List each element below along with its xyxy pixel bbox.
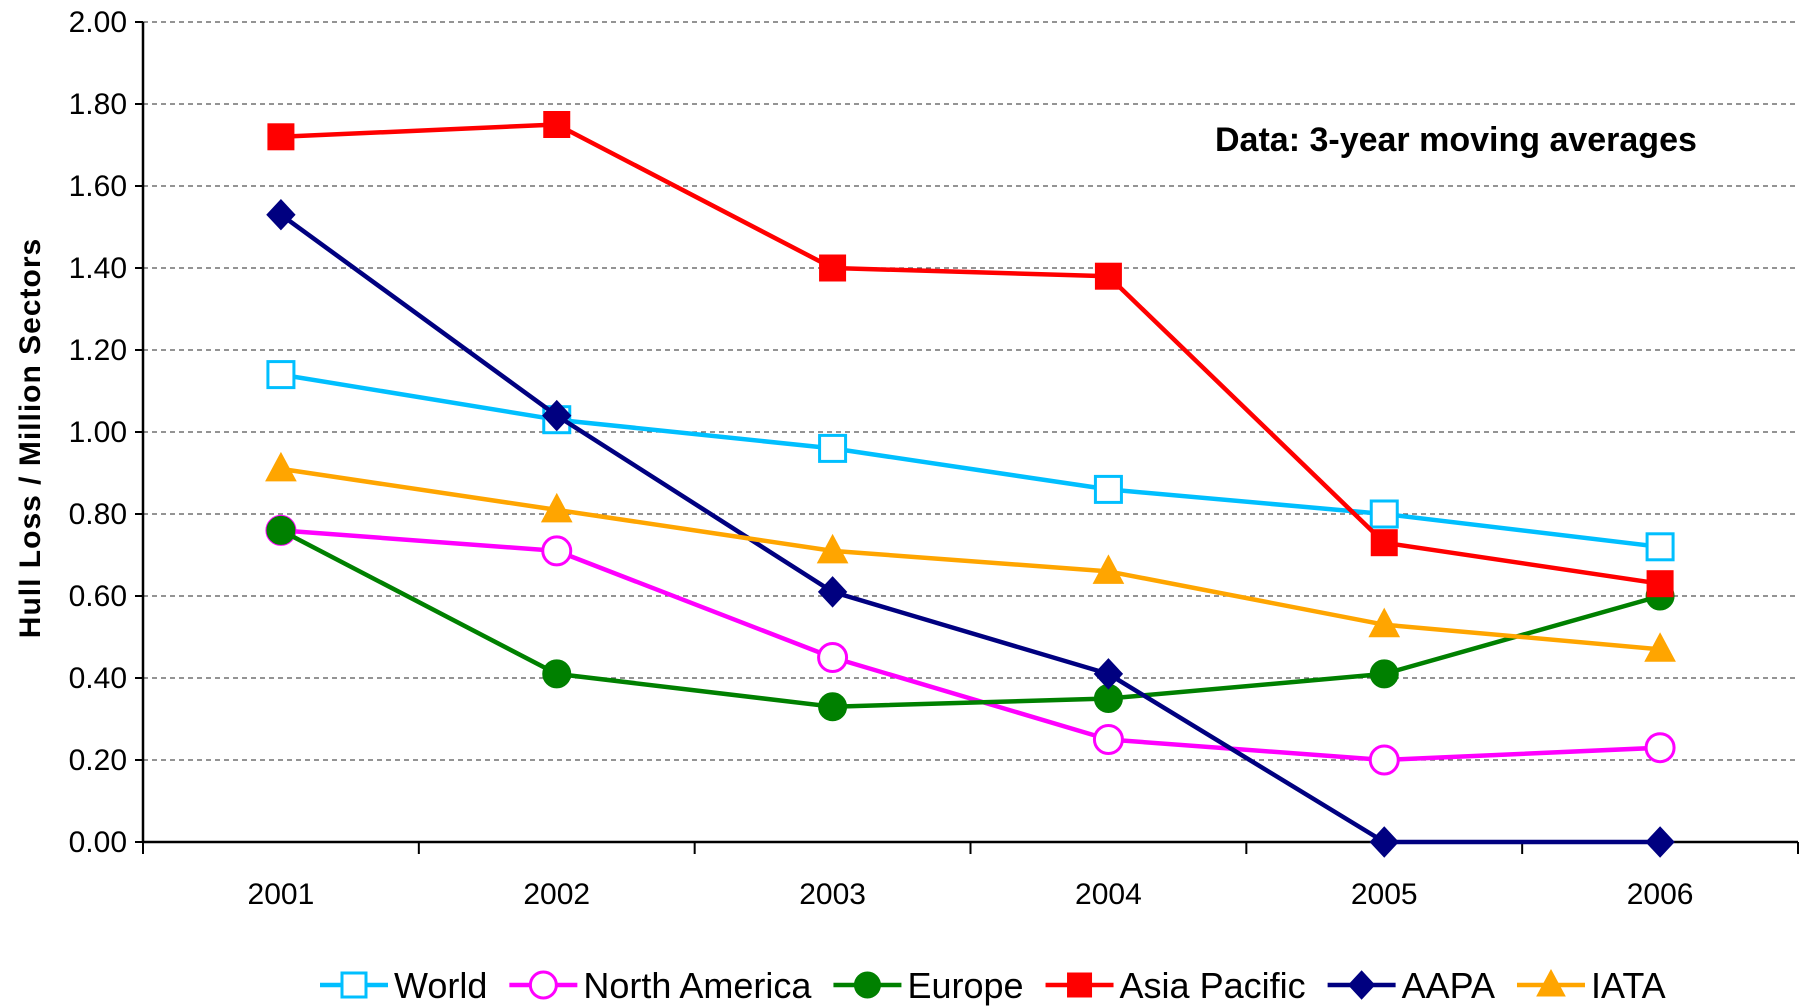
legend-label: Europe: [907, 965, 1023, 1006]
x-tick-label: 2005: [1351, 878, 1418, 911]
legend-label: North America: [583, 965, 812, 1006]
data-point-asia-pacific: [1646, 570, 1674, 598]
series-world: [266, 360, 1675, 562]
data-point-world: [818, 433, 848, 463]
data-point-aapa: [1093, 658, 1124, 690]
series-europe: [266, 515, 1675, 722]
x-tick-label: 2002: [523, 878, 590, 911]
data-point-iata: [1368, 607, 1401, 638]
legend-item-europe: Europe: [833, 965, 1024, 1006]
data-point-iata: [816, 533, 849, 564]
legend-item-asia-pacific: Asia Pacific: [1045, 965, 1306, 1006]
x-tick-label: 2006: [1627, 878, 1694, 911]
data-point-aapa: [266, 198, 296, 231]
x-tick-label: 2004: [1075, 878, 1142, 911]
data-point-aapa: [542, 399, 572, 432]
data-point-aapa: [817, 576, 848, 608]
y-tick-label: 1.00: [69, 416, 127, 449]
data-point-asia-pacific: [819, 254, 847, 282]
y-tick-label: 1.60: [69, 170, 127, 203]
data-point-north-america: [541, 535, 573, 567]
legend-label: IATA: [1591, 965, 1666, 1006]
chart-annotation: Data: 3-year moving averages: [1215, 121, 1697, 159]
data-point-iata: [265, 451, 297, 482]
data-point-world: [266, 360, 296, 390]
legend-marker: [1536, 968, 1566, 997]
series-line-aapa: [279, 212, 1661, 845]
legend-item-north-america: North America: [509, 965, 812, 1006]
data-point-iata: [1644, 632, 1676, 662]
data-point-europe: [266, 515, 296, 545]
data-point-asia-pacific: [267, 123, 295, 151]
legend-marker: [340, 971, 368, 999]
y-tick-label: 0.20: [69, 744, 127, 777]
y-tick-label: 0.40: [69, 662, 127, 695]
series-line-europe: [279, 528, 1661, 709]
legend-label: AAPA: [1402, 965, 1495, 1006]
series-iata: [265, 451, 1676, 662]
data-point-north-america: [1092, 724, 1124, 755]
legend: World North America Europe Asia Pacific AAPA…: [320, 965, 1666, 1006]
gridlines: [143, 21, 1798, 761]
series-asia-pacific: [267, 111, 1674, 598]
y-tick-label: 1.80: [69, 88, 127, 121]
data-point-north-america: [1368, 744, 1400, 776]
legend-label: World: [394, 965, 487, 1006]
series-lines: [265, 111, 1676, 858]
data-point-aapa: [1645, 826, 1675, 858]
y-tick-label: 1.40: [69, 252, 127, 285]
x-tick-label: 2003: [799, 878, 866, 911]
legend-marker: [1067, 972, 1093, 998]
data-point-aapa: [1369, 826, 1399, 858]
data-point-asia-pacific: [1094, 262, 1122, 290]
legend-marker: [1347, 970, 1376, 1000]
data-point-iata: [1092, 554, 1125, 584]
legend-item-aapa: AAPA: [1327, 965, 1495, 1006]
data-point-north-america: [817, 642, 849, 673]
data-point-europe: [1369, 659, 1399, 689]
series-north-america: [265, 514, 1676, 776]
legend-marker: [528, 970, 558, 1000]
series-line-iata: [280, 466, 1661, 652]
data-point-world: [1645, 532, 1675, 562]
data-point-world: [1369, 499, 1399, 529]
axes: 0.00 0.20 0.40 0.60 0.80 1.00 1.20 1.40 1.60 1.80…: [69, 6, 1799, 911]
y-tick-label: 0.80: [69, 498, 127, 531]
legend-item-world: World: [320, 965, 487, 1006]
y-tick-label: 2.00: [69, 6, 127, 39]
data-point-north-america: [1644, 732, 1676, 764]
series-aapa: [266, 198, 1675, 858]
y-tick-label: 1.20: [69, 334, 127, 367]
data-point-asia-pacific: [543, 111, 571, 138]
legend-label: Asia Pacific: [1120, 965, 1306, 1006]
y-tick-label: 0.60: [69, 580, 127, 613]
legend-marker: [853, 971, 881, 999]
data-point-world: [1093, 474, 1123, 504]
series-line-asia-pacific: [280, 122, 1661, 586]
y-axis-label: Hull Loss / Million Sectors: [14, 238, 47, 638]
data-point-europe: [818, 692, 848, 722]
data-point-asia-pacific: [1370, 529, 1398, 557]
legend-item-iata: IATA: [1516, 965, 1666, 1006]
y-tick-label: 0.00: [69, 826, 127, 859]
data-point-europe: [542, 659, 572, 689]
data-point-iata: [540, 492, 573, 523]
series-line-world: [280, 372, 1661, 550]
series-line-north-america: [280, 528, 1661, 763]
x-tick-label: 2001: [248, 878, 315, 911]
